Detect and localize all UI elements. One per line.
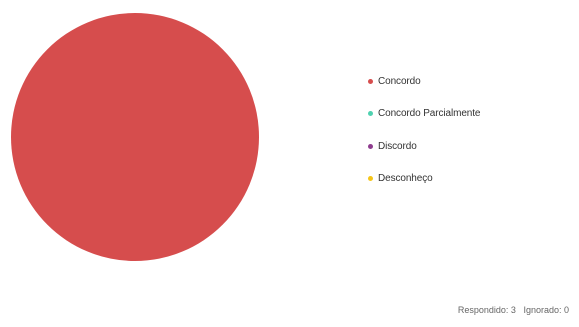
legend-item-concordo[interactable]: Concordo — [368, 73, 480, 89]
legend-label-desconheco: Desconheço — [378, 173, 433, 184]
answered-count: Respondido: 3 — [457, 305, 516, 315]
legend-label-discordo: Discordo — [378, 140, 417, 152]
response-summary: Respondido: 3 Ignorado: 0 — [458, 305, 569, 315]
legend-marker-concordo — [368, 78, 373, 84]
legend-marker-discordo — [368, 143, 373, 149]
legend-item-concordo-parcialmente[interactable]: Concordo Parcialmente — [368, 106, 481, 122]
ignored-count: Ignorado: 0 — [523, 305, 569, 315]
legend-label-concordo-parcialmente: Concordo Parcialmente — [378, 108, 481, 119]
legend-item-discordo[interactable]: Discordo — [368, 138, 480, 154]
pie-slice-concordo[interactable] — [11, 13, 259, 261]
legend-marker-desconheco — [368, 176, 373, 181]
legend-item-desconheco[interactable]: Desconheço — [368, 171, 480, 187]
chart-legend: Concordo Concordo Parcialmente Discordo … — [368, 73, 481, 203]
legend-marker-concordo-parcialmente — [368, 111, 373, 116]
legend-label-concordo: Concordo — [378, 75, 421, 87]
